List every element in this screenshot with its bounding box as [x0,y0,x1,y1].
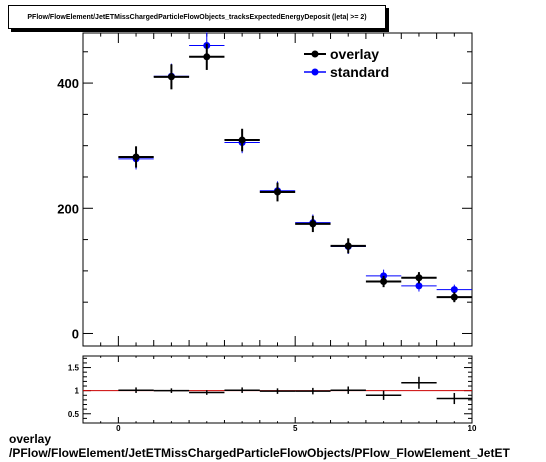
main-y-axis: 0 200 400 [57,51,472,341]
chart-title: PFlow/FlowElement/JetETMissChargedPartic… [27,13,367,21]
title-box: PFlow/FlowElement/JetETMissChargedPartic… [8,5,386,29]
ratio-y-tick-label: 1.5 [68,364,80,373]
legend-standard-marker [311,68,319,76]
x-tick-label: 10 [468,424,477,433]
y-tick-label: 400 [57,76,79,91]
legend-overlay-marker [311,50,319,58]
y-tick-label: 0 [72,326,79,341]
footer-path: /PFlow/FlowElement/JetETMissChargedParti… [9,446,510,460]
overlay-point [450,293,458,301]
overlay-point [274,188,281,196]
overlay-point [238,136,246,144]
overlay-point [167,73,175,81]
ratio-y-tick-label: 0.5 [68,410,80,419]
ratio-x-axis: 0 5 10 [82,356,477,433]
overlay-point [415,274,423,282]
y-tick-label: 200 [57,201,79,216]
overlay-point [132,153,140,161]
x-tick-label: 0 [116,424,121,433]
ratio-plot-marks [83,376,472,405]
ratio-y-tick-label: 1 [75,387,80,396]
legend: overlay standard [304,46,389,80]
overlay-point [309,220,317,228]
overlay-point [380,278,388,286]
standard-point [415,282,423,290]
footer-label: overlay [9,432,52,446]
overlay-point [203,53,211,61]
overlay-point [344,242,352,250]
ratio-y-axis: 0.5 1 1.5 [68,357,472,419]
standard-point [450,286,458,294]
legend-overlay-label: overlay [330,46,379,62]
main-plot-marks [118,32,472,303]
main-x-axis [82,33,473,346]
x-tick-label: 5 [293,424,298,433]
legend-standard-label: standard [330,64,389,80]
